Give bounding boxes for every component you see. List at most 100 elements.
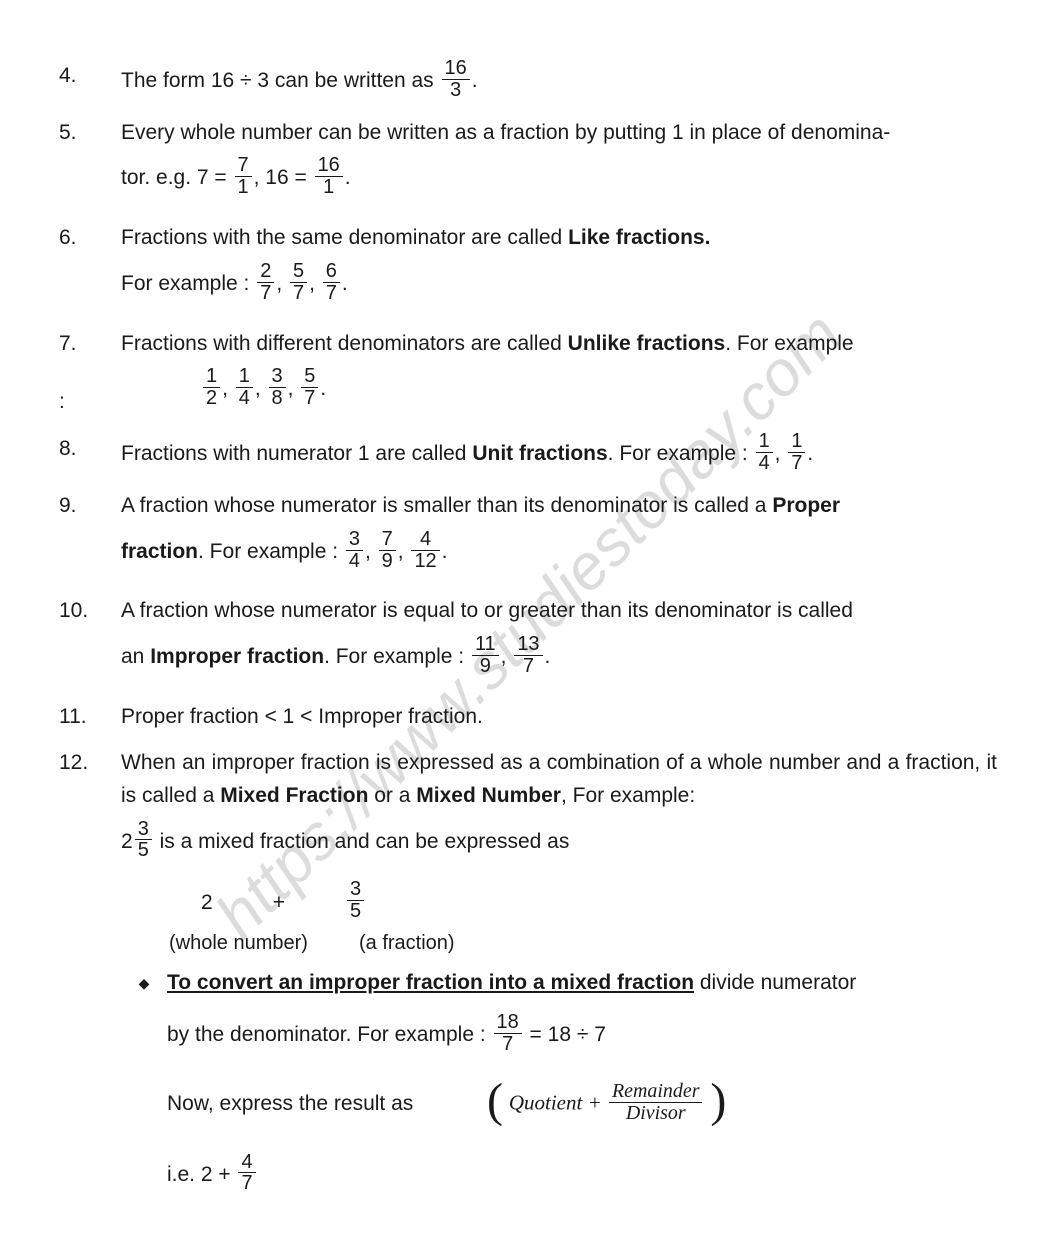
text: Fractions with numerator 1 are called [121,442,472,465]
numerator: 6 [323,261,340,283]
item-number: 6. [55,222,121,313]
denominator: 4 [236,388,253,409]
denominator: 7 [788,453,805,474]
formula-quotient: Quotient [509,1090,583,1114]
item-body: A fraction whose numerator is equal to o… [121,595,997,686]
label-whole: (whole number) [169,928,359,959]
numerator: 3 [346,529,363,551]
list-item: 4. The form 16 ÷ 3 can be written as 163… [55,60,997,103]
denominator: 5 [135,840,152,861]
text: i.e. [167,1163,201,1186]
denominator: 1 [235,177,252,198]
text-line: Fractions with the same denominator are … [121,222,997,255]
numerator: 7 [379,529,396,551]
fraction: 27 [257,261,274,304]
numerator: 1 [756,431,773,453]
denominator: 2 [203,388,220,409]
numerator: 16 [442,58,470,80]
item-number: 4. [55,60,121,103]
denominator: 8 [269,388,286,409]
numerator: 1 [236,366,253,388]
fraction: 187 [494,1012,522,1055]
term-unlike-fractions: Unlike fractions [568,332,726,355]
numerator: 3 [347,879,364,901]
formula-inner: Quotient + RemainderDivisor [509,1083,705,1126]
text: . For example [725,332,853,355]
text: . [342,272,348,295]
list-item: 7. : Fractions with different denominato… [55,328,997,419]
denominator: 12 [411,551,439,572]
fraction: 35 [347,879,364,922]
denominator: 5 [347,901,364,922]
fraction: 12 [203,366,220,409]
label-fraction: (a fraction) [359,928,455,959]
item-body: Every whole number can be written as a f… [121,117,997,208]
term-mixed-number: Mixed Number [416,784,561,807]
formula-row: Now, express the result as ( Quotient + … [167,1083,997,1126]
denominator: 7 [290,283,307,304]
text-line: A fraction whose numerator is equal to o… [121,595,997,628]
text: . For example : [198,540,344,563]
item-number: 10. [55,595,121,686]
fraction: 137 [514,634,542,677]
text: or a [368,784,416,807]
text: is a mixed fraction and can be expressed… [154,829,570,852]
text: can be written as [269,69,439,92]
text: . [472,69,478,92]
whole-part: 2 + [201,1163,237,1186]
text-line: Fractions with different denominators ar… [121,328,997,361]
numerator: 3 [135,819,152,841]
term-proper: Proper [772,494,840,517]
item-number: 7. : [55,328,121,419]
text: , [254,166,266,189]
term-like-fractions: Like fractions. [568,226,710,249]
left-paren-icon: ( [487,1082,503,1120]
numerator: 4 [238,1152,255,1174]
text-line: A fraction whose numerator is smaller th… [121,490,997,523]
term-mixed-fraction: Mixed Fraction [220,784,368,807]
text: . [442,540,448,563]
denominator: 9 [379,551,396,572]
numerator: 13 [514,634,542,656]
denominator: 7 [238,1173,255,1194]
numerator: 5 [290,261,307,283]
denominator: 4 [756,453,773,474]
denominator: 4 [346,551,363,572]
fraction: 57 [290,261,307,304]
fraction: 17 [788,431,805,474]
fraction: 14 [756,431,773,474]
list-item: 10. A fraction whose numerator is equal … [55,595,997,686]
term-fraction: fraction [121,540,198,563]
whole-part: 2 [121,829,133,852]
item-number: 11. [55,701,121,734]
bullet-heading: To convert an improper fraction into a m… [167,971,694,994]
text: The form [121,69,211,92]
item-body: Proper fraction < 1 < Improper fraction. [121,701,997,734]
text: . [345,166,351,189]
text-line: To convert an improper fraction into a m… [167,967,997,1000]
numerator: 7 [235,155,252,177]
numerator: 3 [269,366,286,388]
item-body: When an improper fraction is expressed a… [121,747,997,1196]
item-body: Fractions with different denominators ar… [121,328,997,419]
fraction: 34 [346,529,363,572]
denominator: Divisor [609,1103,702,1124]
right-paren-icon: ) [710,1082,726,1120]
denominator: 7 [257,283,274,304]
numerator: 1 [788,431,805,453]
list-item: 8. Fractions with numerator 1 are called… [55,433,997,476]
text: Fractions with the same denominator are … [121,226,568,249]
bullet-body: To convert an improper fraction into a m… [167,967,997,1196]
text-line: tor. e.g. 7 = 71, 16 = 161. [121,157,997,200]
fraction: 67 [323,261,340,304]
item-body: The form 16 ÷ 3 can be written as 163. [121,60,997,103]
equation: = 18 ÷ 7 [524,1023,606,1046]
item-body: A fraction whose numerator is smaller th… [121,490,997,581]
text: . For example : [608,442,754,465]
text: . [545,645,551,668]
text: divide numerator [694,971,856,994]
item-body: Fractions with numerator 1 are called Un… [121,433,997,476]
list-item: 11. Proper fraction < 1 < Improper fract… [55,701,997,734]
text: Fractions with different denominators ar… [121,332,568,355]
fraction: 71 [235,155,252,198]
